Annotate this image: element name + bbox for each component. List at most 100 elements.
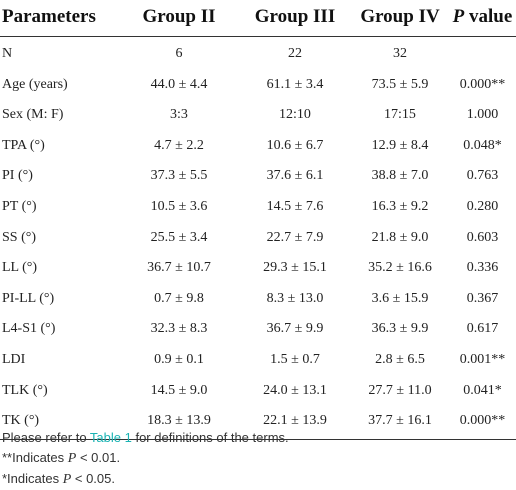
footnote-3-suffix: < 0.05. — [71, 471, 115, 486]
table-row: TPA (°) 4.7 ± 2.2 10.6 ± 6.7 12.9 ± 8.4 0.04… — [0, 131, 516, 162]
group-iii-cell: 10.6 ± 6.7 — [266, 137, 324, 153]
group-iii-cell: 22 — [288, 46, 302, 61]
group-iv-cell: 38.8 ± 7.0 — [371, 168, 429, 184]
p-value-cell: 0.001** — [459, 351, 506, 367]
p-value-cell: 0.000** — [459, 76, 506, 92]
group-iii-cell: 22.7 ± 7.9 — [266, 229, 324, 245]
group-iv-cell: 2.8 ± 6.5 — [375, 351, 425, 367]
table-row: LL (°) 36.7 ± 10.7 29.3 ± 15.1 35.2 ± 16.6 0… — [0, 253, 516, 284]
group-iii-cell: 14.5 ± 7.6 — [266, 198, 324, 214]
group-iii-cell: 61.1 ± 3.4 — [266, 76, 324, 92]
group-ii-cell: 32.3 ± 8.3 — [150, 321, 208, 337]
param-cell: TLK (°) — [2, 382, 48, 398]
group-iv-cell: 27.7 ± 11.0 — [368, 382, 432, 398]
table-row: Age (years) 44.0 ± 4.4 61.1 ± 3.4 73.5 ± 5.… — [0, 70, 516, 101]
footnote-1-prefix: Please refer to — [2, 430, 90, 445]
header-group-ii: Group II — [142, 6, 216, 27]
p-value-cell: 0.336 — [466, 260, 499, 276]
header-p-value: P value — [449, 6, 516, 28]
group-ii-cell: 14.5 ± 9.0 — [150, 382, 208, 398]
group-iv-cell: 73.5 ± 5.9 — [371, 76, 429, 92]
footnote-1-suffix: for definitions of the terms. — [131, 430, 289, 445]
group-iii-cell: 12:10 — [279, 107, 311, 123]
group-ii-cell: 0.7 ± 9.8 — [154, 290, 204, 306]
param-cell: SS (°) — [2, 229, 36, 245]
group-iv-cell: 3.6 ± 15.9 — [371, 290, 429, 306]
footnote-double-asterisk: **Indicates P < 0.01. — [2, 448, 289, 469]
table-row: TK (°) 18.3 ± 13.9 22.1 ± 13.9 37.7 ± 16.1 0… — [0, 406, 516, 437]
param-cell: PI (°) — [2, 168, 33, 184]
group-iv-cell: 16.3 ± 9.2 — [371, 198, 429, 214]
footnote-2-var: P — [67, 451, 77, 466]
header-p-italic: P — [452, 6, 465, 27]
group-iii-cell: 37.6 ± 6.1 — [266, 168, 324, 184]
param-cell: L4-S1 (°) — [2, 321, 56, 337]
p-value-cell: 0.617 — [466, 321, 499, 337]
group-iv-cell: 21.8 ± 9.0 — [371, 229, 429, 245]
p-value-cell: 1.000 — [466, 107, 499, 123]
param-cell: PI-LL (°) — [2, 290, 55, 306]
param-cell: Sex (M: F) — [2, 107, 64, 123]
table-header-row: Parameters Group II Group III Group IV P… — [0, 0, 516, 36]
footnote-3-prefix: *Indicates — [2, 471, 63, 486]
table-body: N 6 22 32 Age (years) 44.0 ± 4.4 61.1 ± 3.4 73.… — [0, 37, 516, 437]
group-iii-cell: 24.0 ± 13.1 — [263, 382, 327, 398]
table-row: PT (°) 10.5 ± 3.6 14.5 ± 7.6 16.3 ± 9.2 0.28… — [0, 192, 516, 223]
group-iii-cell: 36.7 ± 9.9 — [266, 321, 324, 337]
group-ii-cell: 0.9 ± 0.1 — [154, 351, 204, 367]
header-group-iii: Group III — [254, 6, 336, 27]
param-cell: TK (°) — [2, 413, 40, 429]
table-footnotes: Please refer to Table 1 for definitions … — [2, 428, 289, 490]
table-row: TLK (°) 14.5 ± 9.0 24.0 ± 13.1 27.7 ± 11.0 0… — [0, 376, 516, 407]
group-iii-cell: 22.1 ± 13.9 — [263, 413, 327, 429]
results-table: Parameters Group II Group III Group IV P… — [0, 0, 516, 440]
p-value-cell: 0.048* — [463, 137, 502, 153]
group-iv-cell: 12.9 ± 8.4 — [371, 137, 429, 153]
group-ii-cell: 18.3 ± 13.9 — [147, 413, 211, 429]
group-ii-cell: 10.5 ± 3.6 — [150, 198, 208, 214]
p-value-cell: 0.763 — [466, 168, 499, 184]
p-value-cell: 0.041* — [463, 382, 502, 398]
group-ii-cell: 4.7 ± 2.2 — [154, 137, 204, 153]
group-iii-cell: 8.3 ± 13.0 — [266, 290, 324, 306]
param-cell: LDI — [2, 351, 26, 367]
footnote-3-var: P — [62, 472, 72, 487]
group-iii-cell: 29.3 ± 15.1 — [263, 260, 327, 276]
header-p-rest: value — [464, 6, 513, 27]
group-iv-cell: 37.7 ± 16.1 — [368, 413, 432, 429]
footnote-definitions: Please refer to Table 1 for definitions … — [2, 428, 289, 448]
param-cell: N — [2, 46, 13, 61]
header-parameters: Parameters — [2, 6, 96, 27]
group-ii-cell: 25.5 ± 3.4 — [150, 229, 208, 245]
footnote-2-suffix: < 0.01. — [76, 450, 121, 465]
group-ii-cell: 36.7 ± 10.7 — [147, 260, 211, 276]
param-cell: LL (°) — [2, 260, 38, 276]
bottom-rule — [0, 438, 516, 440]
table-1-link[interactable]: Table 1 — [89, 430, 132, 445]
group-ii-cell: 3:3 — [170, 107, 188, 123]
table-row: PI (°) 37.3 ± 5.5 37.6 ± 6.1 38.8 ± 7.0 0.76… — [0, 161, 516, 192]
table-row: LDI 0.9 ± 0.1 1.5 ± 0.7 2.8 ± 6.5 0.001** — [0, 345, 516, 376]
table-row: Sex (M: F) 3:3 12:10 17:15 1.000 — [0, 100, 516, 131]
footnote-2-prefix: **Indicates — [2, 450, 68, 465]
table-row: PI-LL (°) 0.7 ± 9.8 8.3 ± 13.0 3.6 ± 15.9 0.… — [0, 284, 516, 315]
p-value-cell: 0.280 — [466, 198, 499, 214]
table-row: L4-S1 (°) 32.3 ± 8.3 36.7 ± 9.9 36.3 ± 9.9 0… — [0, 314, 516, 345]
p-value-cell: 0.000** — [459, 413, 506, 429]
table-row: N 6 22 32 — [0, 39, 516, 70]
group-iii-cell: 1.5 ± 0.7 — [270, 351, 320, 367]
footnote-single-asterisk: *Indicates P < 0.05. — [2, 469, 289, 490]
param-cell: Age (years) — [2, 76, 68, 92]
p-value-cell: 0.603 — [466, 229, 499, 245]
header-rule — [0, 36, 516, 37]
group-iv-cell: 32 — [393, 46, 407, 61]
group-iv-cell: 36.3 ± 9.9 — [371, 321, 429, 337]
group-ii-cell: 6 — [175, 46, 183, 61]
group-iv-cell: 35.2 ± 16.6 — [368, 260, 432, 276]
p-value-cell: 0.367 — [466, 290, 499, 306]
header-group-iv: Group IV — [360, 6, 440, 27]
group-ii-cell: 37.3 ± 5.5 — [150, 168, 208, 184]
group-iv-cell: 17:15 — [384, 107, 416, 123]
group-ii-cell: 44.0 ± 4.4 — [150, 76, 208, 92]
table-row: SS (°) 25.5 ± 3.4 22.7 ± 7.9 21.8 ± 9.0 0.60… — [0, 223, 516, 254]
